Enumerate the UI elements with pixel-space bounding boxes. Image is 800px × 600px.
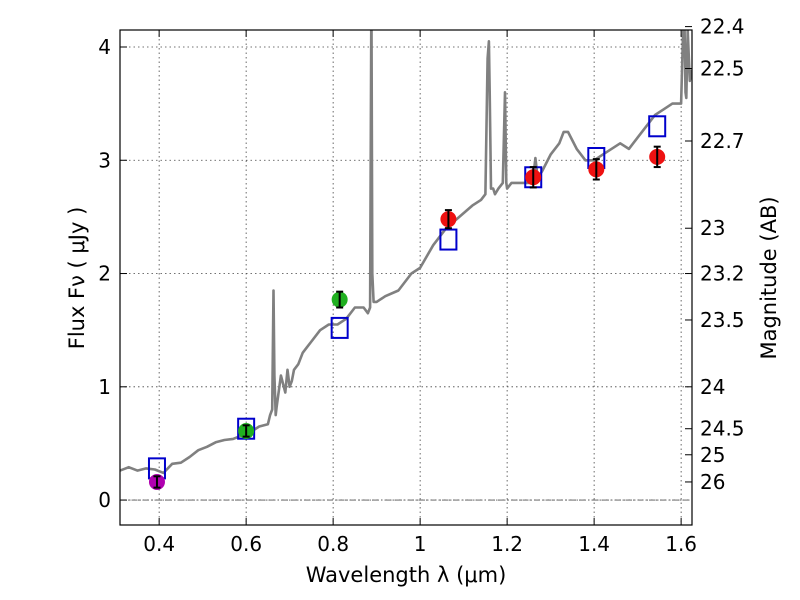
x-tick-label-4: 1.2 <box>491 532 523 556</box>
plot-frame <box>119 29 693 526</box>
magnitude-tick-label-2: 22.7 <box>700 129 745 153</box>
model-flux-square-3 <box>439 228 458 251</box>
magnitude-tick-label-5: 23.5 <box>700 308 745 332</box>
magnitude-tick-label-7: 24.5 <box>700 417 745 441</box>
error-bar-2 <box>336 290 344 309</box>
y-tick-label-3: 3 <box>98 148 111 172</box>
y-tick-label-2: 2 <box>98 262 111 286</box>
y-tick-label-4: 4 <box>98 35 111 59</box>
magnitude-tick-label-4: 23.2 <box>700 262 745 286</box>
magnitude-tick-label-8: 25 <box>700 443 725 467</box>
x-tick-label-2: 0.8 <box>317 532 349 556</box>
magnitude-tick-label-0: 22.4 <box>700 15 745 39</box>
magnitude-tick-label-1: 22.5 <box>700 57 745 81</box>
error-bar-1 <box>242 424 250 438</box>
model-flux-square-2 <box>330 316 349 339</box>
magnitude-tick-label-9: 26 <box>700 470 725 494</box>
x-tick-label-3: 1 <box>414 532 427 556</box>
error-bar-5 <box>592 158 600 181</box>
x-tick-label-6: 1.6 <box>665 532 697 556</box>
x-tick-label-5: 1.4 <box>578 532 610 556</box>
y-axis-label: Flux Fν ( μJy ) <box>65 207 89 350</box>
x-tick-label-1: 0.6 <box>230 532 262 556</box>
axes-ticks: 0.4 0.6 0.8 1 1.2 1.4 1.60123422.422.522.72323… <box>98 15 744 556</box>
magnitude-tick-label-6: 24 <box>700 375 725 399</box>
error-bar-3 <box>444 209 452 230</box>
x-tick-label-0: 0.4 <box>143 532 175 556</box>
template-spectrum-line <box>120 30 692 475</box>
error-bar-6 <box>653 145 661 169</box>
magnitude-tick-label-3: 23 <box>700 216 725 240</box>
x-axis-label: Wavelength λ (μm) <box>306 563 507 587</box>
plot-area <box>120 30 692 501</box>
y-tick-label-0: 0 <box>98 488 111 512</box>
error-bar-4 <box>529 166 537 189</box>
error-bar-0 <box>153 475 161 489</box>
model-flux-square-6 <box>648 115 667 138</box>
right-axis-label: Magnitude (AB) <box>757 196 781 359</box>
y-tick-label-1: 1 <box>98 375 111 399</box>
